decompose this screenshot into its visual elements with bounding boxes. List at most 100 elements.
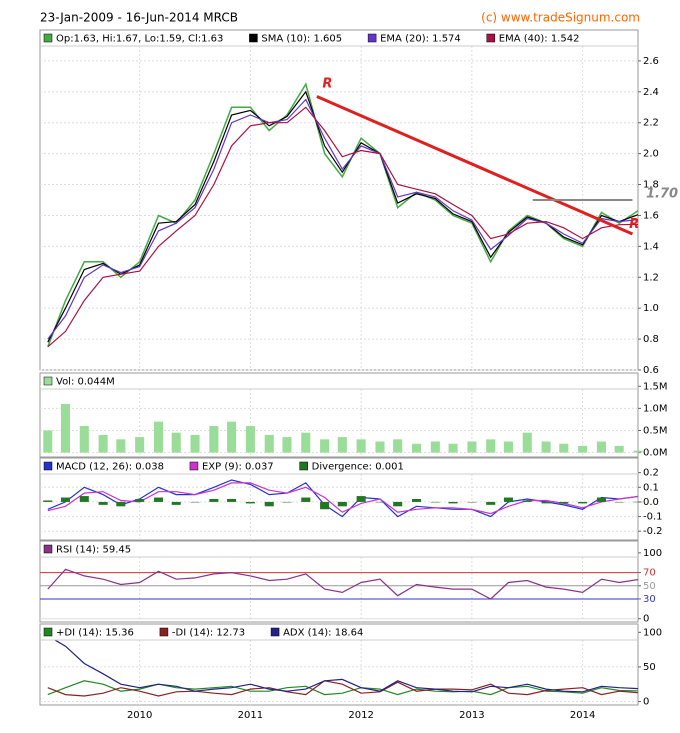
bar — [301, 432, 311, 453]
y-tick-label: 50 — [643, 662, 656, 673]
bar — [171, 432, 181, 453]
bar — [43, 500, 53, 502]
bar — [503, 497, 513, 502]
x-tick-label: 2014 — [570, 710, 595, 721]
y-tick-label: 1.6 — [643, 210, 659, 221]
bar — [596, 497, 606, 502]
bar — [411, 443, 422, 453]
bar — [135, 499, 145, 502]
y-tick-label: 0.8 — [643, 334, 659, 345]
legend-swatch — [270, 627, 280, 637]
bar — [467, 441, 477, 453]
y-tick-label: 1.0M — [643, 403, 668, 414]
bar — [320, 501, 330, 510]
bar — [227, 421, 237, 453]
legend-label: MACD (12, 26): 0.038 — [56, 462, 164, 473]
bar — [559, 501, 569, 504]
y-tick-label: 0.1 — [643, 482, 659, 493]
bar — [190, 501, 200, 503]
bar — [337, 501, 347, 507]
bar — [522, 500, 532, 502]
bar — [430, 501, 440, 503]
legend-swatch — [249, 33, 258, 43]
bar — [578, 501, 588, 504]
bar — [356, 439, 366, 453]
legend-swatch — [43, 376, 53, 386]
y-tick-label: 0.2 — [643, 468, 659, 479]
legend-swatch — [43, 627, 53, 637]
y-tick-label: 100 — [643, 548, 662, 559]
bar — [171, 501, 181, 505]
x-tick-label: 2012 — [348, 710, 373, 721]
series-line — [47, 680, 639, 697]
bar — [486, 501, 496, 505]
bar — [486, 439, 496, 453]
y-tick-label: 0.0 — [643, 497, 659, 508]
bar — [190, 434, 200, 453]
bar — [614, 501, 624, 503]
legend-swatch — [43, 461, 53, 471]
y-tick-label: -0.2 — [643, 526, 663, 537]
chart-title: 23-Jan-2009 - 16-Jun-2014 MRCB — [40, 11, 238, 25]
bar — [43, 430, 53, 453]
legend-strip — [40, 541, 638, 557]
legend-label: Vol: 0.044M — [56, 377, 115, 388]
bar — [375, 441, 385, 453]
y-tick-label: 2.2 — [643, 118, 659, 129]
bar — [209, 499, 219, 502]
y-tick-label: 70 — [643, 568, 656, 579]
bar — [541, 501, 551, 504]
y-tick-label: 2.0 — [643, 149, 659, 160]
bar — [541, 441, 551, 453]
y-tick-label: 1.0 — [643, 303, 659, 314]
legend-label: RSI (14): 59.45 — [56, 545, 131, 556]
bar — [209, 426, 219, 453]
bar — [320, 439, 330, 453]
bar — [356, 496, 366, 502]
legend-label: -DI (14): 12.73 — [172, 628, 245, 639]
y-tick-label: 0 — [643, 614, 649, 625]
y-tick-label: -0.1 — [643, 512, 663, 523]
bar — [60, 497, 71, 502]
y-tick-label: 100 — [643, 627, 662, 638]
bar — [596, 441, 606, 453]
bar — [503, 441, 513, 453]
bar — [245, 501, 255, 504]
bar — [430, 441, 440, 453]
level-label: 1.70 — [646, 187, 678, 202]
bar — [153, 497, 164, 502]
legend-label: Op:1.63, Hi:1.67, Lo:1.59, Cl:1.63 — [56, 34, 223, 45]
x-tick-label: 2013 — [459, 710, 484, 721]
legend-label: EXP (9): 0.037 — [202, 462, 274, 473]
legend-label: EMA (20): 1.574 — [380, 34, 461, 45]
bar — [264, 501, 274, 507]
series-line — [47, 482, 639, 515]
legend-strip — [40, 624, 638, 640]
legend-label: ADX (14): 18.64 — [283, 628, 363, 639]
y-tick-label: 1.2 — [643, 272, 659, 283]
bar — [448, 443, 458, 453]
bar — [578, 445, 588, 453]
bar — [116, 439, 126, 453]
bar — [153, 421, 164, 453]
legend-label: Divergence: 0.001 — [312, 462, 404, 473]
legend-swatch — [486, 33, 496, 43]
y-tick-label: 0 — [643, 697, 649, 708]
bar — [98, 434, 108, 453]
y-tick-label: 0.0M — [643, 448, 668, 459]
bar — [467, 501, 477, 503]
bar — [227, 499, 237, 502]
y-tick-label: 2.6 — [643, 56, 659, 67]
legend-swatch — [367, 33, 377, 43]
bar — [282, 501, 292, 503]
legend-label: +DI (14): 15.36 — [56, 628, 134, 639]
y-tick-label: 0.5M — [643, 425, 668, 436]
bar — [282, 437, 292, 453]
bar — [614, 445, 624, 453]
bar — [559, 443, 569, 453]
bar — [98, 501, 108, 505]
y-tick-label: 1.5M — [643, 381, 668, 392]
bar — [337, 437, 347, 453]
bar — [633, 450, 643, 453]
